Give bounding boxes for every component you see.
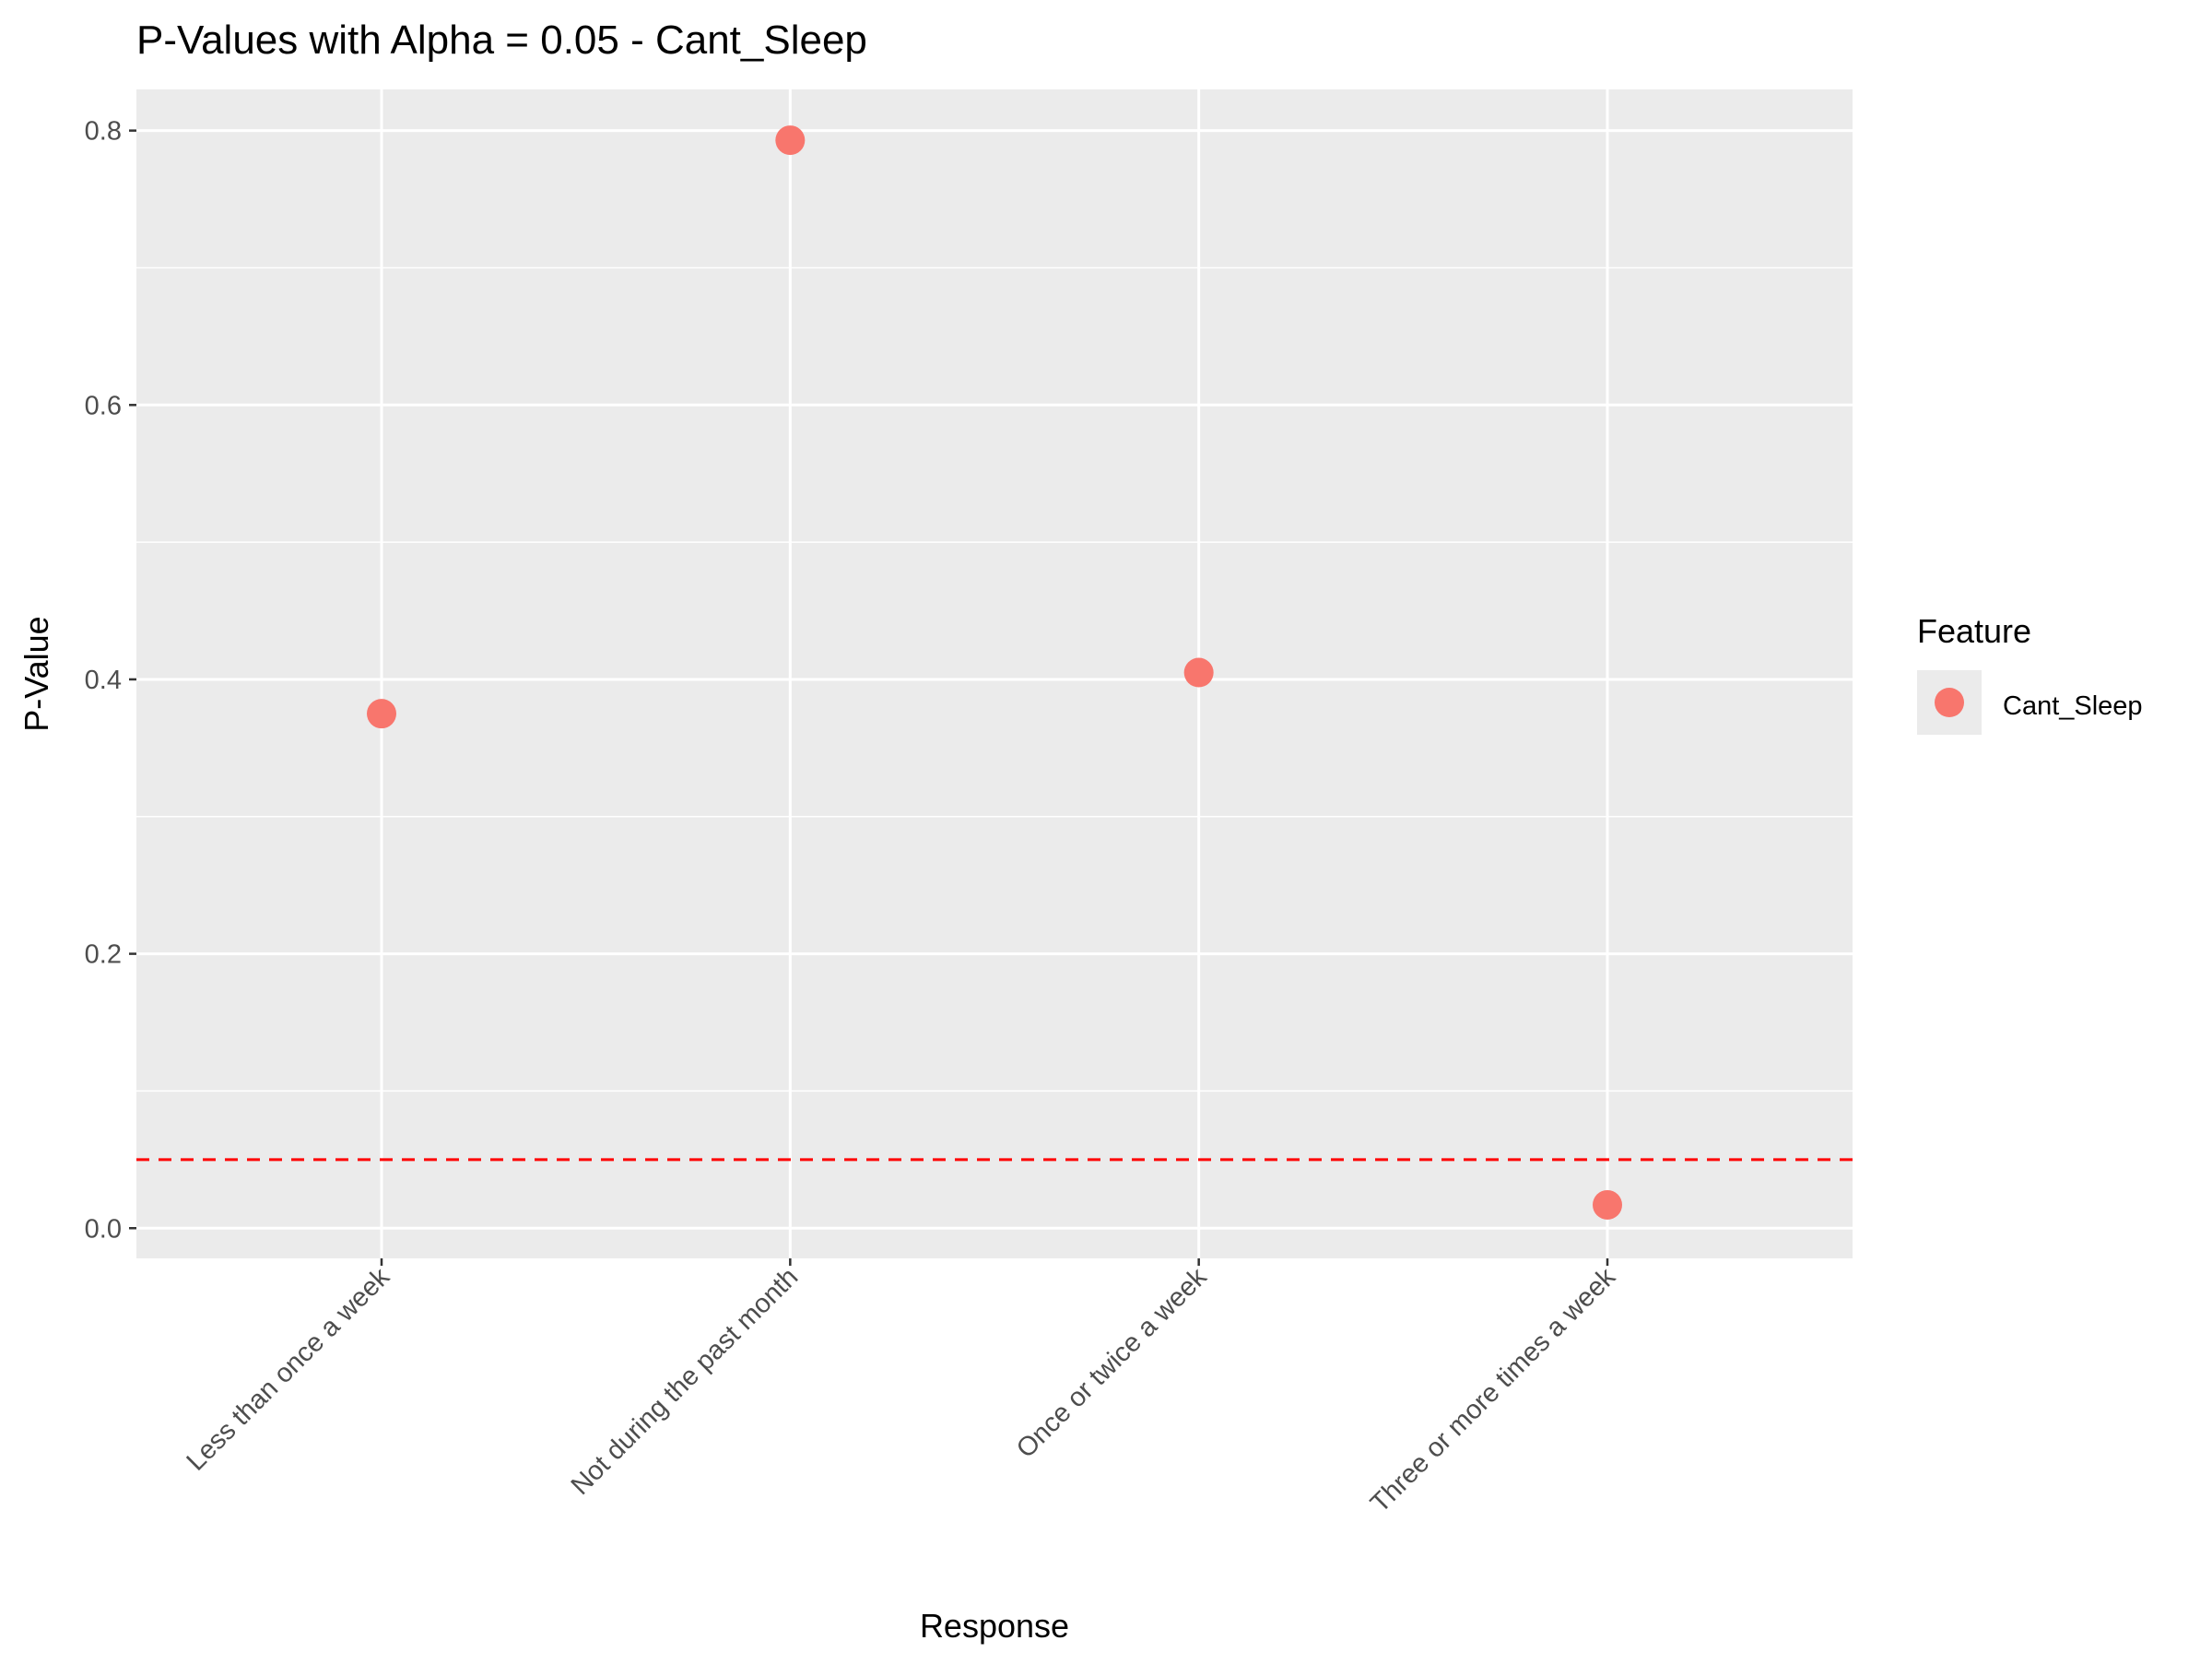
data-point bbox=[1183, 657, 1214, 688]
x-axis: Less than once a week Not during the past… bbox=[182, 1258, 1621, 1518]
data-point bbox=[1593, 1189, 1622, 1220]
legend-title: Feature bbox=[1917, 612, 2031, 650]
chart-title: P-Values with Alpha = 0.05 - Cant_Sleep bbox=[136, 18, 867, 63]
x-axis-title: Response bbox=[920, 1607, 1069, 1645]
y-tick-label: 0.0 bbox=[85, 1214, 122, 1244]
x-tick-label: Three or more times a week bbox=[1365, 1262, 1621, 1518]
legend: Feature Cant_Sleep bbox=[1917, 612, 2143, 735]
x-tick-label: Once or twice a week bbox=[1011, 1262, 1213, 1464]
x-tick-label: Less than once a week bbox=[182, 1262, 396, 1477]
plot-panel bbox=[136, 89, 1853, 1258]
grid-major bbox=[136, 89, 1853, 1258]
y-tick-label: 0.4 bbox=[85, 666, 122, 695]
data-point bbox=[775, 125, 806, 156]
y-axis-title: P-Value bbox=[18, 616, 55, 731]
y-axis: 0.0 0.2 0.4 0.6 0.8 bbox=[85, 117, 136, 1244]
grid-minor bbox=[136, 266, 1853, 1092]
x-tick-label: Not during the past month bbox=[566, 1262, 805, 1501]
y-tick-label: 0.2 bbox=[85, 940, 122, 970]
data-points bbox=[367, 125, 1622, 1220]
y-tick-label: 0.6 bbox=[85, 391, 122, 420]
y-tick-label: 0.8 bbox=[85, 117, 122, 147]
data-point bbox=[367, 699, 396, 729]
legend-label: Cant_Sleep bbox=[2003, 691, 2143, 721]
legend-point bbox=[1935, 688, 1964, 717]
